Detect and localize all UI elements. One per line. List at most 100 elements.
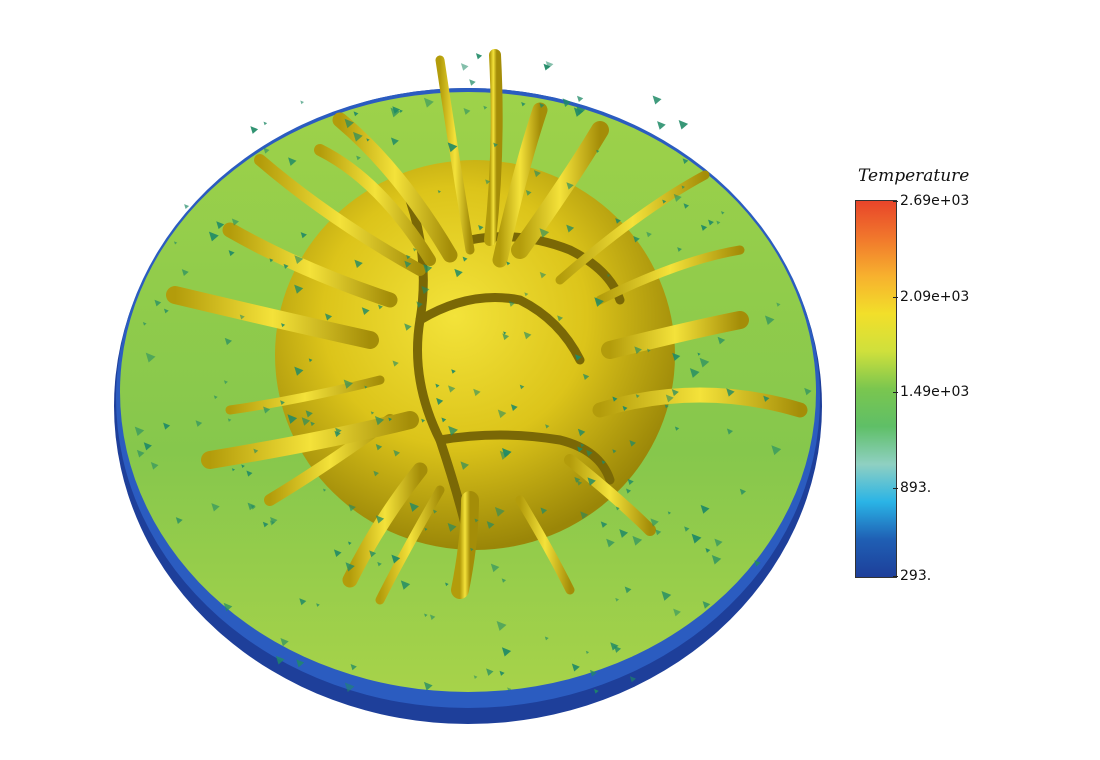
flake	[213, 395, 218, 400]
flake	[519, 384, 525, 390]
flake	[494, 506, 505, 517]
flake	[391, 554, 401, 564]
flake	[136, 449, 145, 458]
flake	[499, 670, 505, 676]
plume-arm	[592, 387, 808, 418]
flake	[652, 95, 662, 105]
flake	[697, 352, 701, 356]
flake	[708, 219, 714, 226]
flake	[525, 190, 532, 196]
flake	[499, 450, 509, 460]
flake	[228, 250, 235, 257]
flake	[626, 488, 632, 494]
flake	[181, 269, 189, 277]
flake	[227, 418, 232, 422]
flake	[594, 688, 599, 694]
flake	[299, 598, 307, 606]
flake	[557, 315, 563, 322]
temperature-colorbar	[855, 200, 897, 578]
flake	[539, 103, 545, 108]
flake	[423, 97, 434, 108]
flake	[689, 368, 700, 378]
flake	[296, 659, 305, 668]
flake	[717, 336, 726, 345]
flake	[283, 263, 289, 269]
flake	[700, 504, 710, 514]
flake	[375, 444, 383, 451]
flake	[493, 142, 498, 148]
flake	[684, 526, 690, 532]
flake	[540, 507, 548, 515]
plume-arm	[166, 286, 379, 349]
upwelling-flakes	[134, 53, 812, 694]
flake	[691, 533, 702, 544]
flake	[145, 352, 156, 363]
flake	[490, 563, 500, 573]
flake	[353, 131, 363, 142]
flake	[375, 515, 385, 524]
flake	[231, 218, 239, 226]
plume-arm	[375, 485, 445, 605]
flake	[280, 400, 285, 406]
flake	[448, 385, 456, 393]
flake	[486, 668, 494, 676]
flake	[305, 410, 313, 418]
flake	[503, 331, 507, 335]
plume-arm	[484, 49, 503, 246]
flake	[134, 426, 145, 437]
flake	[673, 608, 681, 617]
flake	[650, 518, 659, 527]
tick-mark	[893, 576, 898, 577]
flake	[262, 521, 269, 528]
flake	[370, 411, 375, 415]
flake	[510, 404, 518, 411]
flake	[460, 63, 469, 71]
flake	[142, 322, 147, 326]
flake	[657, 121, 666, 130]
flake	[771, 445, 782, 456]
flake	[483, 105, 488, 110]
flake	[596, 149, 600, 153]
plume-arm	[515, 495, 575, 595]
flake	[524, 292, 529, 297]
flake	[566, 182, 574, 190]
flake	[460, 461, 469, 470]
flake	[175, 517, 183, 525]
flake	[287, 414, 298, 424]
flake	[399, 109, 403, 113]
flake	[269, 258, 274, 263]
plume-arm	[225, 375, 385, 415]
plume-arm	[435, 55, 475, 255]
flake	[263, 147, 270, 154]
flake	[475, 53, 483, 60]
flake	[451, 369, 456, 374]
flake	[615, 218, 621, 224]
plume-arm	[511, 121, 609, 259]
flake	[726, 388, 735, 397]
flake	[390, 137, 399, 146]
flake	[280, 638, 289, 647]
flake	[143, 442, 152, 451]
flake	[454, 268, 463, 278]
flake	[716, 220, 721, 225]
flake	[681, 185, 685, 189]
flake	[345, 562, 355, 572]
flake	[502, 333, 510, 341]
flake	[421, 418, 426, 423]
flake	[404, 323, 412, 331]
flake	[433, 509, 438, 514]
flake	[184, 204, 190, 210]
flake	[523, 331, 532, 340]
flake	[577, 446, 583, 453]
flake	[497, 409, 507, 419]
flake	[400, 580, 411, 590]
flake	[627, 478, 634, 485]
flake	[231, 468, 236, 472]
flake	[726, 428, 734, 435]
flake	[573, 107, 584, 117]
flake	[521, 101, 526, 107]
flake	[606, 273, 611, 278]
flake	[574, 476, 581, 483]
flake	[239, 314, 245, 320]
flake	[473, 388, 481, 397]
